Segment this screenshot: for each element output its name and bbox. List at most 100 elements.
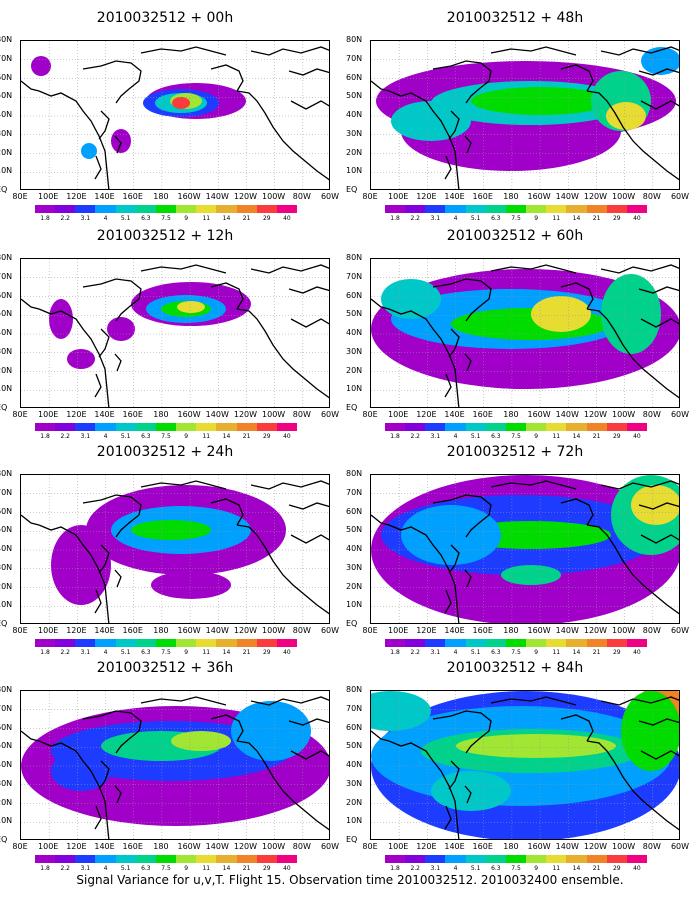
colorbar-swatch (485, 639, 506, 647)
lon-label: 140E (94, 842, 115, 851)
colorbar-swatch (385, 855, 406, 863)
colorbar-label: 40 (633, 433, 641, 440)
lon-label: 120W (233, 842, 258, 851)
colorbar-swatch (35, 423, 56, 431)
lon-label: 60W (320, 192, 340, 201)
map-panel: 2010032512 + 84h 80N 70N 60N 50N 40N 30N 20N 10N… (346, 660, 689, 872)
lat-label: 60N (346, 72, 363, 82)
colorbar-label: 40 (283, 215, 291, 222)
colorbar-swatch (216, 205, 237, 213)
colorbar-label: 11 (202, 215, 211, 222)
colorbar-swatch (155, 639, 177, 647)
coastline (464, 569, 472, 588)
map-plot (20, 40, 330, 190)
lat-label: 70N (346, 53, 363, 63)
coastline (288, 718, 329, 726)
colorbar-swatch (196, 423, 217, 431)
colorbar-label: 7.5 (511, 649, 521, 656)
colorbar-swatch (75, 205, 96, 213)
coastline (288, 286, 329, 294)
colorbar-label: 2.2 (60, 433, 70, 440)
colorbar-swatch (35, 205, 56, 213)
panel-title: 2010032512 + 00h (96, 10, 234, 26)
coastline (371, 298, 460, 407)
lon-label: 80E (362, 842, 378, 851)
colorbar-swatch (425, 639, 446, 647)
coastline (94, 589, 102, 614)
lat-label: 60N (346, 290, 363, 300)
panel-title: 2010032512 + 48h (446, 10, 584, 26)
colorbar-label: 2.2 (410, 649, 420, 656)
lat-label: 80N (346, 685, 363, 694)
coastline (236, 524, 329, 615)
lon-label: 100E (38, 626, 59, 635)
lat-label: 40N (0, 328, 13, 337)
colorbar-swatch (135, 205, 156, 213)
coastline (448, 328, 460, 358)
colorbar-label: 29 (612, 215, 621, 222)
colorbar-swatch (546, 205, 567, 213)
lon-label: 180 (503, 842, 519, 851)
colorbar-swatch (385, 423, 406, 431)
lat-label: 50N (346, 741, 363, 751)
variance-contour (456, 734, 616, 758)
colorbar-swatch (626, 423, 648, 431)
coastline (586, 524, 679, 615)
lat-label: 60N (0, 722, 13, 732)
colorbar-swatch (216, 855, 237, 863)
lon-labels: 80E 100E 120E 140E 160E 180 160W 140W 120W 100W 80… (12, 842, 339, 852)
panel-title: 2010032512 + 24h (96, 444, 234, 460)
lon-label: 120E (416, 626, 437, 635)
variance-contour (621, 691, 679, 771)
colorbar-label: 29 (612, 433, 621, 440)
lon-label: 140E (444, 626, 465, 635)
colorbar-label: 6.3 (141, 649, 151, 656)
coastline (210, 282, 244, 310)
lat-label: EQ (0, 185, 8, 194)
colorbar-swatch (445, 639, 466, 647)
lon-label: 160W (527, 626, 551, 635)
colorbar-swatch (586, 205, 607, 213)
coastline (371, 514, 460, 623)
lat-label: 10N (346, 816, 363, 826)
colorbar: 1.8 2.2 3.1 4 5.1 6.3 7.5 9 11 14 21 29 40 (385, 423, 648, 441)
coastline (432, 60, 492, 104)
coastline (288, 502, 329, 510)
colorbar-label: 21 (242, 215, 251, 222)
coastline (82, 710, 142, 754)
lat-label: 40N (346, 760, 363, 769)
lon-label: 100E (388, 626, 409, 635)
coastline (140, 480, 227, 490)
colorbar-label: 9 (184, 865, 189, 872)
coastline (600, 46, 679, 56)
variance-contour (431, 771, 511, 811)
coastline (210, 714, 244, 742)
colorbar-label: 14 (222, 215, 231, 222)
lon-label: 180 (503, 410, 519, 419)
lon-label: 80E (362, 192, 378, 201)
colorbar-label: 11 (552, 649, 561, 656)
colorbar-label: 7.5 (511, 215, 521, 222)
lat-label: 80N (0, 35, 13, 44)
map-plot (20, 474, 330, 624)
colorbar-swatch (155, 423, 177, 431)
variance-contour (371, 691, 431, 731)
colorbar-swatch (196, 855, 217, 863)
lon-labels: 80E 100E 120E 140E 160E 180 160W 140W 120W 100W 80… (362, 626, 689, 636)
colorbar-label: 4 (453, 865, 458, 872)
colorbar-label: 2.2 (60, 649, 70, 656)
lon-label: 160W (177, 192, 201, 201)
map-plot (370, 474, 680, 624)
lon-label: 140W (555, 192, 579, 201)
colorbar-swatch (115, 423, 136, 431)
colorbar-swatch (586, 855, 607, 863)
colorbar-label: 4 (453, 649, 458, 656)
coastline (444, 155, 452, 180)
lat-label: EQ (346, 403, 358, 412)
coastline (94, 373, 102, 398)
colorbar-label: 21 (592, 865, 601, 872)
colorbar-label: 6.3 (491, 649, 501, 656)
coastline (640, 318, 679, 328)
colorbar-label: 9 (534, 433, 539, 440)
colorbar-swatch (256, 639, 277, 647)
